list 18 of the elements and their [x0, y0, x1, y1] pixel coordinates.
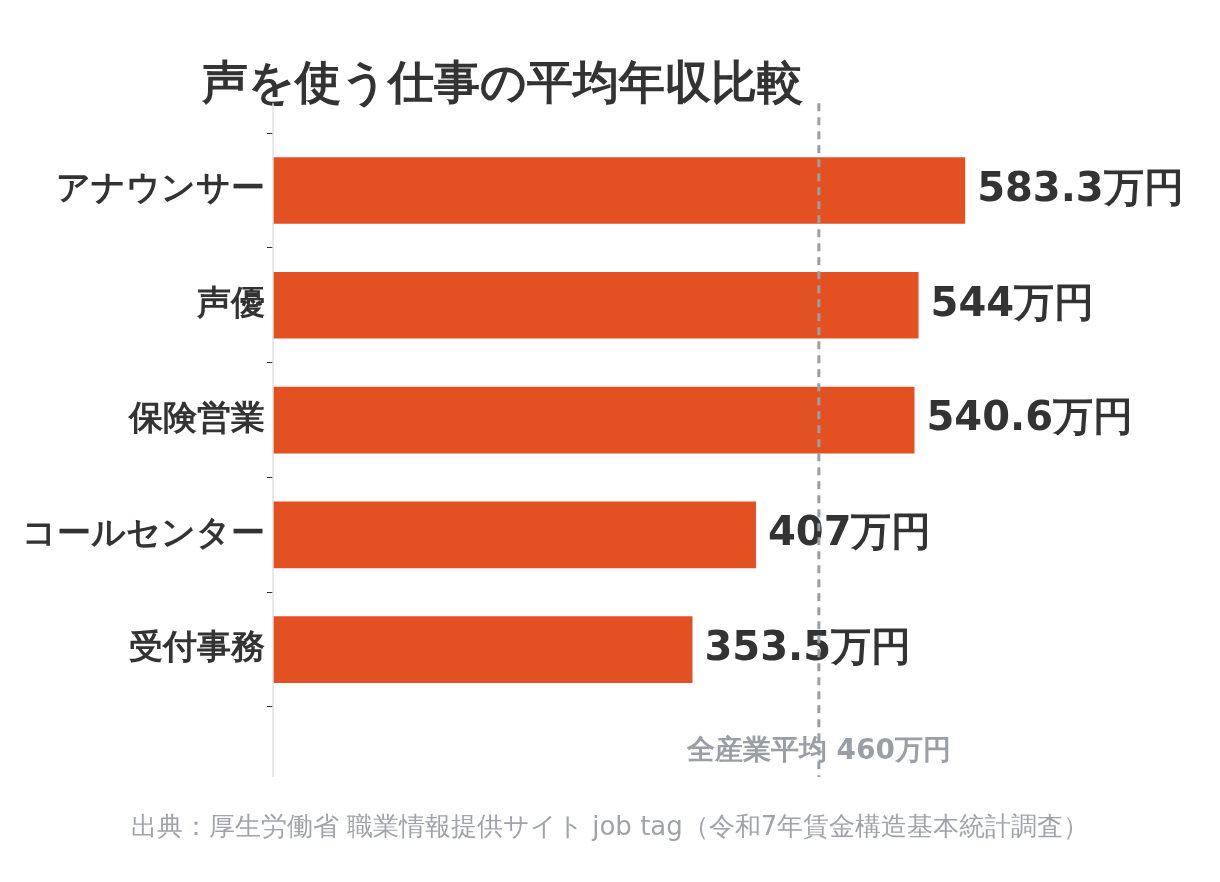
y-tick-label: 受付事務 — [129, 626, 265, 667]
data-label: 353.5万円 — [704, 623, 912, 670]
data-label: 583.3万円 — [977, 163, 1184, 210]
y-tick-label: 声優 — [196, 282, 265, 323]
ref-line-label: 全産業平均 460万円 — [685, 733, 951, 767]
source-note: 出典：厚生労働省 職業情報提供サイト job tag（令和7年賃金構造基本統計調査） — [130, 810, 1090, 841]
data-label: 407万円 — [767, 508, 932, 555]
bar — [273, 272, 919, 339]
data-label: 544万円 — [930, 278, 1095, 325]
y-tick-label: コールセンター — [22, 511, 265, 552]
y-tick-label: アナウンサー — [56, 167, 265, 208]
bar — [273, 386, 915, 454]
bar — [273, 616, 693, 683]
y-tick-label: 保険営業 — [127, 396, 265, 437]
bar — [273, 157, 966, 224]
data-label: 540.6万円 — [926, 393, 1134, 440]
chart-title: 声を使う仕事の平均年収比較 — [201, 54, 803, 109]
bar — [273, 501, 756, 569]
